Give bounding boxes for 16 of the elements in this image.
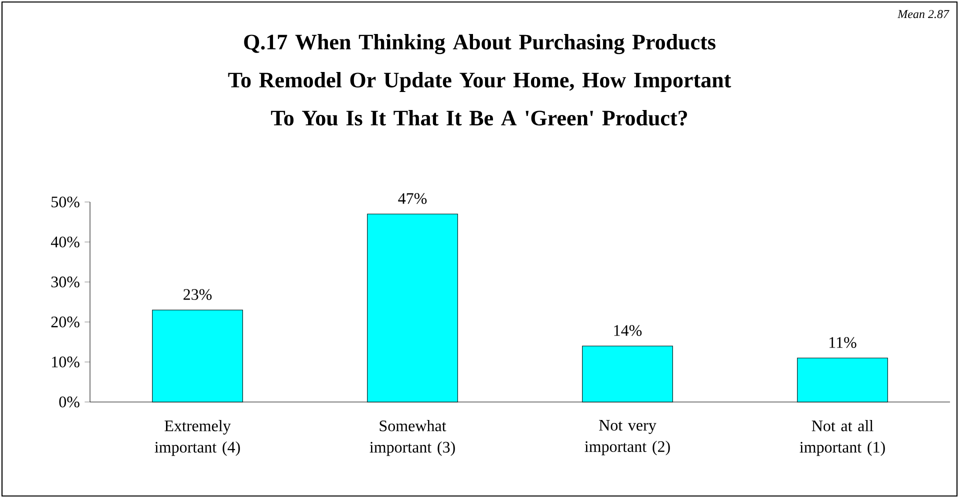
- y-tick-label: 0%: [59, 396, 80, 408]
- data-label: 11%: [830, 337, 856, 348]
- x-tick-label: Extremely important (4): [154, 420, 240, 456]
- y-tick-label: 50%: [52, 196, 80, 208]
- data-label: 47%: [398, 193, 427, 204]
- x-tick-label: Not very important (2): [584, 420, 670, 456]
- y-tick-label: 10%: [52, 356, 80, 368]
- x-tick-label: Somewhat important (3): [370, 420, 455, 456]
- x-tick-label: Not at all important (1): [800, 420, 885, 456]
- text: Mean 2.87: [897, 10, 950, 18]
- data-label: 23%: [184, 289, 212, 300]
- y-tick-label: 40%: [50, 236, 80, 248]
- y-tick-label: 30%: [51, 276, 80, 288]
- data-label: 14%: [614, 325, 642, 336]
- chart-title: Q.17 When Thinking About Purchasing Products To Remodel Or Update Your Home, How Important To You Is It That It Be A 'Green' Product?: [228, 34, 732, 126]
- y-tick-label: 20%: [51, 316, 80, 328]
